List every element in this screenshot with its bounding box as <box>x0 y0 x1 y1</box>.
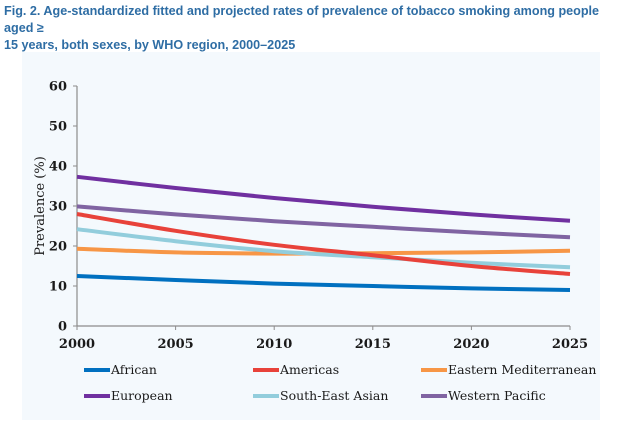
x-tick-label: 2025 <box>552 337 588 352</box>
legend-item-african: African <box>84 362 157 377</box>
series-line-south-east-asian <box>76 227 571 270</box>
figure-title-line-1: Fig. 2. Age-standardized fitted and proj… <box>4 4 600 35</box>
legend-item-americas: Americas <box>253 362 339 377</box>
series-line-european <box>76 174 571 223</box>
figure-title-line-2: 15 years, both sexes, by WHO region, 200… <box>4 38 296 52</box>
legend-label: Americas <box>279 362 339 377</box>
y-tick-label: 50 <box>49 120 67 135</box>
y-tick-label: 20 <box>49 240 67 255</box>
legend-label: Western Pacific <box>448 388 546 403</box>
x-tick-label: 2020 <box>453 337 489 352</box>
x-tick-label: 2010 <box>256 337 292 352</box>
x-tick-label: 2015 <box>355 337 391 352</box>
series-line-african <box>76 274 571 292</box>
y-tick-label: 30 <box>49 200 67 215</box>
legend-item-european: European <box>84 388 173 403</box>
legend: African Americas Eastern Mediterranean Euro… <box>84 362 596 403</box>
legend-item-eastern-mediterranean: Eastern Mediterranean <box>421 362 596 377</box>
series-lines <box>76 174 571 292</box>
y-tick-label: 0 <box>58 320 67 335</box>
x-tick-label: 2005 <box>158 337 194 352</box>
legend-label: European <box>111 388 173 403</box>
y-tick-label: 40 <box>49 160 67 175</box>
series-line-western-pacific <box>76 204 571 240</box>
legend-item-south-east-asian: South-East Asian <box>253 388 388 403</box>
figure-title: Fig. 2. Age-standardized fitted and proj… <box>4 3 629 54</box>
y-axis-label: Prevalence (%) <box>33 156 48 256</box>
series-line-americas <box>76 212 571 276</box>
axes: 0 10 20 30 40 50 60 2000 2005 2010 2015 2020 2025 <box>49 80 588 353</box>
legend-item-western-pacific: Western Pacific <box>421 388 546 403</box>
legend-label: Eastern Mediterranean <box>448 362 596 377</box>
x-tick-label: 2000 <box>59 337 95 352</box>
legend-label: African <box>110 362 157 377</box>
y-tick-label: 60 <box>49 80 67 95</box>
legend-label: South-East Asian <box>280 388 388 403</box>
y-tick-label: 10 <box>49 280 67 295</box>
